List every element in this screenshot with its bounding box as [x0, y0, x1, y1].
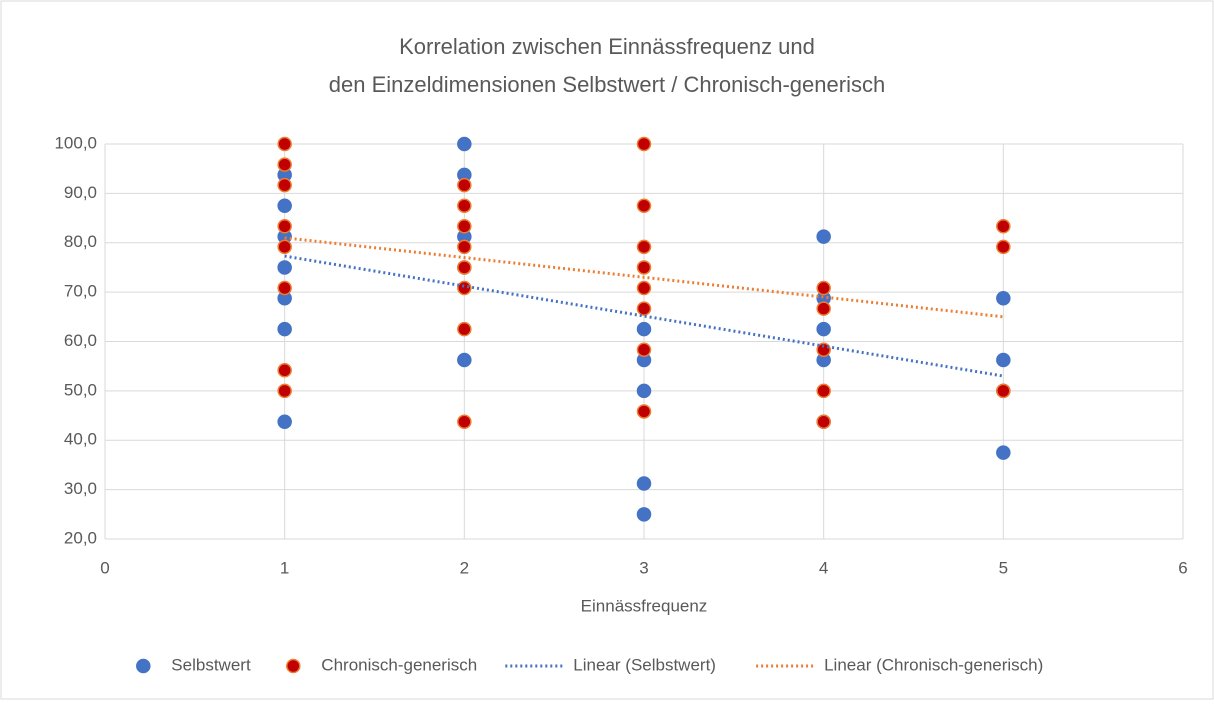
point — [457, 177, 472, 193]
x-tick-label: 1 — [280, 558, 289, 577]
point — [636, 280, 652, 296]
point — [457, 414, 472, 429]
point — [277, 136, 292, 152]
point — [996, 352, 1011, 368]
point — [816, 383, 831, 399]
y-tick-label: 20,0 — [64, 528, 97, 547]
point — [457, 260, 472, 275]
trendline — [284, 236, 1004, 319]
point — [457, 280, 472, 296]
point — [457, 321, 472, 337]
x-tick-label: 6 — [1178, 558, 1187, 577]
point — [636, 321, 652, 337]
legend-label: Selbstwert — [171, 655, 251, 674]
point — [816, 321, 831, 337]
point — [816, 280, 831, 296]
x-tick-label: 4 — [819, 558, 828, 577]
point — [816, 301, 831, 316]
chart-title: den Einzeldimensionen Selbstwert / Chron… — [329, 72, 885, 97]
chart-title: Korrelation zwischen Einnässfrequenz und — [399, 34, 815, 59]
point — [996, 383, 1011, 399]
point — [277, 239, 292, 255]
point — [636, 198, 652, 213]
point — [277, 198, 292, 213]
point — [277, 157, 292, 172]
y-tick-label: 50,0 — [64, 380, 97, 399]
point — [816, 229, 831, 244]
point — [277, 280, 292, 296]
point — [636, 342, 652, 357]
point — [636, 301, 652, 316]
point — [277, 260, 292, 275]
trendline — [284, 254, 1004, 378]
point — [277, 414, 292, 429]
point — [636, 476, 652, 491]
y-tick-label: 40,0 — [64, 430, 97, 449]
point — [636, 507, 652, 522]
y-tick-label: 70,0 — [64, 282, 97, 301]
point — [636, 404, 652, 419]
point — [636, 260, 652, 275]
point — [636, 239, 652, 255]
legend-label: Chronisch-generisch — [321, 655, 477, 674]
y-tick-label: 30,0 — [64, 479, 97, 498]
point — [277, 383, 292, 399]
point — [996, 239, 1011, 255]
point — [277, 177, 292, 193]
x-axis-label: Einnässfrequenz — [581, 596, 708, 615]
legend-marker — [136, 658, 151, 674]
point — [277, 363, 292, 378]
legend-label: Linear (Chronisch-generisch) — [824, 655, 1043, 674]
point — [277, 219, 292, 234]
point — [996, 445, 1011, 460]
point — [277, 321, 292, 337]
point — [636, 383, 652, 399]
y-tick-label: 100,0 — [54, 133, 97, 152]
point — [996, 291, 1011, 306]
x-tick-label: 3 — [639, 558, 648, 577]
x-tick-label: 0 — [100, 558, 109, 577]
y-tick-label: 80,0 — [64, 232, 97, 251]
x-tick-label: 2 — [460, 558, 469, 577]
point — [457, 352, 472, 368]
point — [457, 239, 472, 255]
x-tick-label: 5 — [999, 558, 1008, 577]
point — [457, 198, 472, 213]
y-tick-label: 90,0 — [64, 183, 97, 202]
point — [996, 219, 1011, 234]
point — [816, 342, 831, 357]
point — [457, 219, 472, 234]
y-tick-label: 60,0 — [64, 331, 97, 350]
point — [636, 136, 652, 152]
point — [816, 414, 831, 429]
legend-marker — [286, 658, 301, 674]
point — [457, 136, 472, 152]
legend-label: Linear (Selbstwert) — [573, 655, 716, 674]
